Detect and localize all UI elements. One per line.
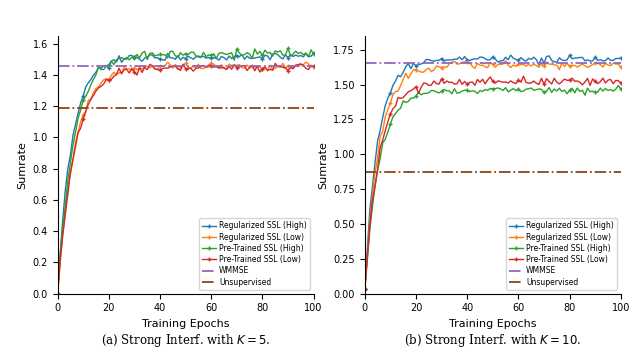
Regularized SSL (Low) [556,68,563,72]
Pre-Trained SSL (Low) [479,77,486,81]
Regularized SSL (Low) [617,65,625,69]
Pre-Trained SSL (High) [233,47,241,51]
WMMSE [364,61,371,65]
Regularized SSL (High) [246,56,253,60]
Pre-Trained SSL (High) [379,141,387,145]
Pre-Trained SSL (Low) [361,287,369,291]
Regularized SSL (Low) [379,129,387,133]
Pre-Trained SSL (High) [540,90,548,95]
WMMSE [56,64,64,68]
Regularized SSL (High) [118,60,125,64]
Regularized SSL (High) [517,55,525,60]
Pre-Trained SSL (High) [72,130,79,134]
WMMSE [54,64,61,68]
Pre-Trained SSL (Low) [543,77,550,81]
Regularized SSL (Low) [174,67,182,71]
Line: Regularized SSL (Low): Regularized SSL (Low) [362,58,623,292]
Regularized SSL (Low) [248,66,256,70]
Regularized SSL (High) [54,291,61,296]
Pre-Trained SSL (High) [614,83,622,88]
Unsupervised [361,169,369,174]
Pre-Trained SSL (High) [118,55,125,60]
Pre-Trained SSL (Low) [310,64,317,68]
Regularized SSL (Low) [118,70,125,74]
Pre-Trained SSL (Low) [617,81,625,85]
Regularized SSL (Low) [310,64,317,69]
Regularized SSL (Low) [425,66,433,71]
Regularized SSL (High) [379,115,387,120]
Regularized SSL (High) [233,53,241,58]
WMMSE [361,61,369,65]
Regularized SSL (High) [556,55,563,60]
Pre-Trained SSL (Low) [556,82,563,86]
Pre-Trained SSL (High) [361,287,369,291]
Regularized SSL (Low) [236,63,243,67]
Regularized SSL (Low) [54,291,61,296]
Pre-Trained SSL (Low) [118,72,125,76]
X-axis label: Training Epochs: Training Epochs [142,319,229,329]
Text: (b) Strong Interf. with $K=10$.: (b) Strong Interf. with $K=10$. [404,332,582,349]
Regularized SSL (High) [172,57,179,62]
Regularized SSL (High) [207,56,215,60]
Regularized SSL (Low) [72,140,79,144]
Pre-Trained SSL (Low) [207,64,215,68]
Pre-Trained SSL (Low) [72,145,79,149]
Regularized SSL (High) [310,51,317,55]
Pre-Trained SSL (Low) [425,83,433,88]
Regularized SSL (Low) [479,63,486,67]
Pre-Trained SSL (High) [617,87,625,91]
Unsupervised [364,169,371,174]
Pre-Trained SSL (High) [246,52,253,56]
Unsupervised [56,106,64,110]
Pre-Trained SSL (Low) [246,66,253,70]
Pre-Trained SSL (High) [54,291,61,296]
Y-axis label: Sumrate: Sumrate [17,141,27,189]
Regularized SSL (High) [361,287,369,291]
Pre-Trained SSL (Low) [233,66,241,70]
Regularized SSL (Low) [543,60,550,64]
Pre-Trained SSL (High) [284,46,292,50]
Regularized SSL (High) [425,58,433,62]
Pre-Trained SSL (Low) [54,291,61,296]
Unsupervised [54,106,61,110]
Pre-Trained SSL (High) [172,54,179,58]
Line: Regularized SSL (Low): Regularized SSL (Low) [55,60,316,296]
Regularized SSL (High) [271,51,279,55]
Regularized SSL (Low) [502,59,509,63]
Pre-Trained SSL (Low) [379,137,387,142]
Regularized SSL (Low) [517,63,525,67]
Pre-Trained SSL (High) [425,91,433,95]
Pre-Trained SSL (Low) [520,74,527,78]
Pre-Trained SSL (Low) [515,78,522,82]
Pre-Trained SSL (High) [553,89,561,93]
Line: Regularized SSL (High): Regularized SSL (High) [55,51,316,296]
Line: Pre-Trained SSL (High): Pre-Trained SSL (High) [55,46,316,296]
Regularized SSL (High) [543,54,550,59]
Line: Regularized SSL (High): Regularized SSL (High) [362,53,623,292]
Pre-Trained SSL (High) [479,89,486,93]
Regularized SSL (Low) [210,62,218,67]
Pre-Trained SSL (Low) [172,64,179,69]
Pre-Trained SSL (High) [515,87,522,91]
Regularized SSL (Low) [361,287,369,291]
Regularized SSL (High) [617,56,625,60]
Regularized SSL (Low) [164,60,172,64]
Text: (a) Strong Interf. with $K=5$.: (a) Strong Interf. with $K=5$. [101,332,270,349]
Line: Pre-Trained SSL (Low): Pre-Trained SSL (Low) [362,74,623,292]
Y-axis label: Sumrate: Sumrate [318,141,328,189]
Regularized SSL (High) [72,122,79,126]
Legend: Regularized SSL (High), Regularized SSL (Low), Pre-Trained SSL (High), Pre-Train: Regularized SSL (High), Regularized SSL … [506,218,617,290]
Legend: Regularized SSL (High), Regularized SSL (Low), Pre-Trained SSL (High), Pre-Train: Regularized SSL (High), Regularized SSL … [199,218,310,290]
Pre-Trained SSL (High) [207,53,215,57]
Line: Pre-Trained SSL (Low): Pre-Trained SSL (Low) [55,61,316,296]
Regularized SSL (High) [507,53,515,57]
Regularized SSL (High) [479,55,486,59]
Pre-Trained SSL (High) [310,52,317,56]
Pre-Trained SSL (Low) [271,61,279,66]
X-axis label: Training Epochs: Training Epochs [449,319,536,329]
Line: Pre-Trained SSL (High): Pre-Trained SSL (High) [362,83,623,292]
